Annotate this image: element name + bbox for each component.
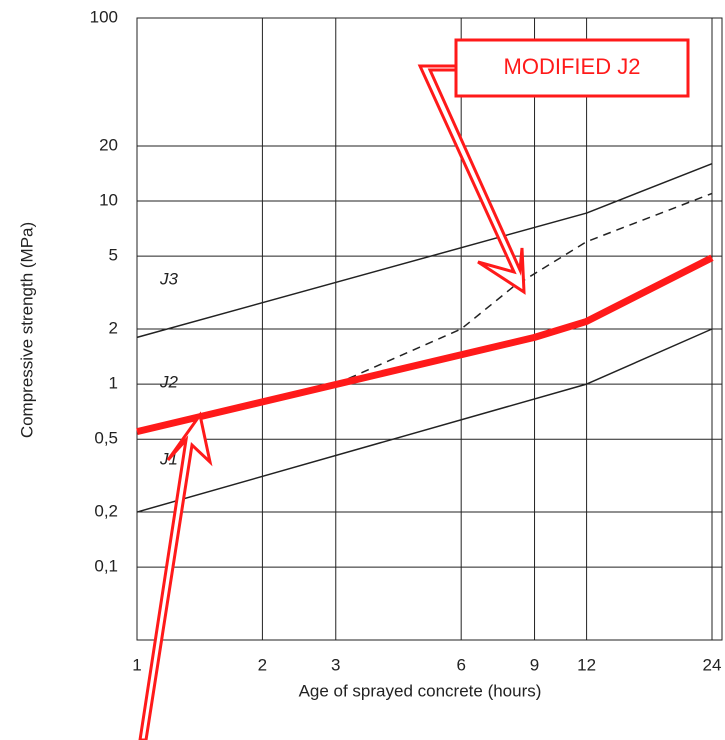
line xyxy=(335,192,713,385)
arrow xyxy=(417,64,526,295)
arrow xyxy=(138,411,213,740)
x-axis-label: Age of sprayed concrete (hours) xyxy=(299,681,542,700)
line-label: J3 xyxy=(159,269,179,288)
line xyxy=(136,254,714,436)
x-tick-label: 6 xyxy=(456,655,465,674)
y-tick-label: 5 xyxy=(109,246,118,265)
x-tick-label: 3 xyxy=(331,655,340,674)
x-tick-label: 9 xyxy=(530,655,539,674)
line xyxy=(136,328,713,513)
line-label: J2 xyxy=(159,372,179,391)
y-tick-label: 0,2 xyxy=(94,502,118,521)
annotation: MODIFIED J2 xyxy=(504,54,641,79)
y-tick-label: 10 xyxy=(99,191,118,210)
line xyxy=(136,162,713,339)
x-tick-label: 24 xyxy=(703,655,722,674)
x-tick-label: 12 xyxy=(577,655,596,674)
x-tick-label: 2 xyxy=(258,655,267,674)
y-tick-label: 20 xyxy=(99,135,118,154)
y-tick-label: 1 xyxy=(109,374,118,393)
y-tick-label: 0,1 xyxy=(94,557,118,576)
y-axis-label: Compressive strength (MPa) xyxy=(17,222,36,438)
y-tick-label: 100 xyxy=(90,7,118,26)
y-tick-label: 0,5 xyxy=(94,429,118,448)
x-tick-label: 1 xyxy=(132,655,141,674)
y-tick-label: 2 xyxy=(109,318,118,337)
